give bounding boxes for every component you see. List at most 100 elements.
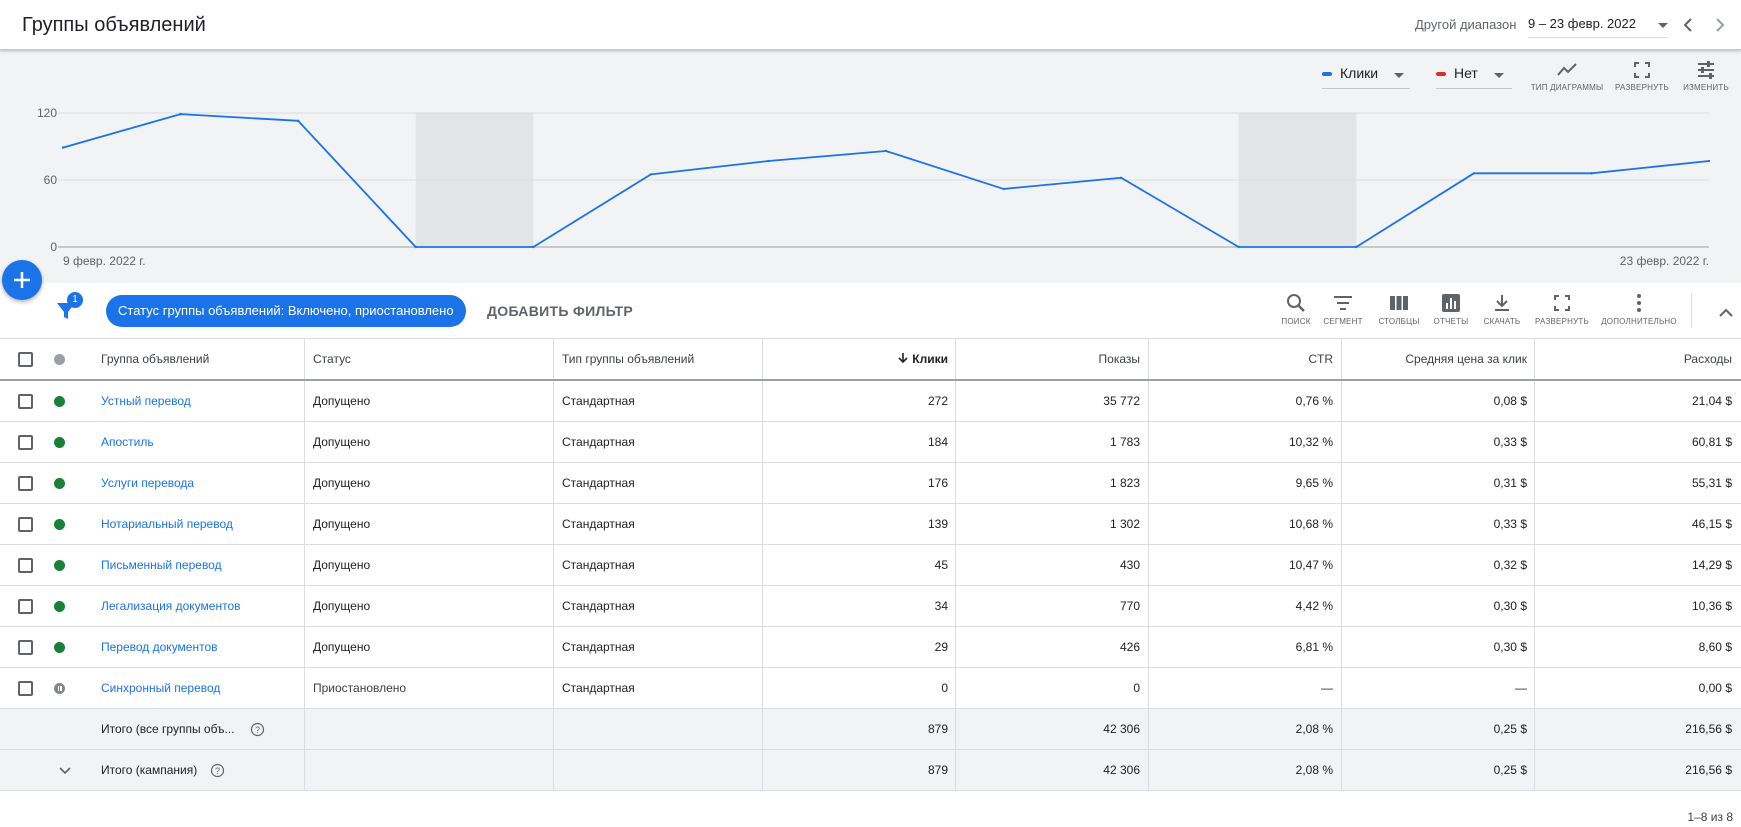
header-cost[interactable]: Расходы bbox=[1683, 352, 1732, 366]
row-checkbox[interactable] bbox=[18, 681, 33, 696]
row-checkbox[interactable] bbox=[18, 394, 33, 409]
clicks-point bbox=[1237, 245, 1240, 249]
ad-group-name-link[interactable]: Письменный перевод bbox=[101, 558, 222, 572]
enabled-status-icon[interactable] bbox=[54, 601, 65, 612]
date-range-selector[interactable]: 9 – 23 февр. 2022 bbox=[1528, 16, 1636, 31]
enabled-status-icon[interactable] bbox=[54, 478, 65, 489]
ad-group-name-link[interactable]: Апостиль bbox=[101, 435, 154, 449]
column-divider bbox=[553, 668, 554, 708]
paused-status-icon[interactable] bbox=[54, 683, 65, 694]
download-button[interactable]: СКАЧАТЬ bbox=[1478, 293, 1526, 326]
caret-down-icon[interactable] bbox=[1656, 15, 1670, 35]
add-ad-group-button[interactable] bbox=[2, 260, 42, 300]
totals-row: Итого (кампания)? 879 42 306 2,08 % 0,25 $ 21… bbox=[0, 750, 1741, 791]
row-cost: 10,36 $ bbox=[1691, 599, 1732, 613]
x-start-label: 9 февр. 2022 г. bbox=[63, 254, 146, 268]
column-divider bbox=[762, 381, 763, 421]
enabled-status-icon[interactable] bbox=[54, 396, 65, 407]
help-icon[interactable]: ? bbox=[210, 763, 225, 778]
metric-selector-secondary[interactable]: Нет bbox=[1436, 62, 1518, 92]
columns-button[interactable]: СТОЛБЦЫ bbox=[1374, 293, 1424, 326]
enabled-status-icon[interactable] bbox=[54, 437, 65, 448]
status-filter-chip[interactable]: Статус группы объявлений: Включено, прио… bbox=[106, 295, 466, 327]
chart-type-button[interactable]: ТИП ДИАГРАММЫ bbox=[1524, 60, 1610, 92]
column-divider bbox=[1534, 668, 1535, 708]
row-checkbox[interactable] bbox=[18, 435, 33, 450]
metric-selector-primary[interactable]: Клики bbox=[1322, 62, 1412, 92]
select-all-checkbox[interactable] bbox=[18, 352, 33, 367]
totals-ctr: 2,08 % bbox=[1295, 763, 1333, 777]
expand-table-button[interactable]: РАЗВЕРНУТЬ bbox=[1532, 293, 1592, 326]
ad-group-name-link[interactable]: Синхронный перевод bbox=[101, 681, 221, 695]
fullscreen-icon bbox=[1634, 62, 1650, 78]
row-checkbox[interactable] bbox=[18, 640, 33, 655]
row-checkbox[interactable] bbox=[18, 517, 33, 532]
chart-edit-button[interactable]: ИЗМЕНИТЬ bbox=[1678, 60, 1734, 92]
row-status: Приостановлено bbox=[313, 681, 407, 695]
chevron-up-icon[interactable] bbox=[1716, 303, 1736, 323]
clicks-point bbox=[649, 173, 653, 176]
help-icon[interactable]: ? bbox=[250, 722, 265, 737]
row-checkbox[interactable] bbox=[18, 476, 33, 491]
clicks-point bbox=[414, 245, 417, 249]
chevron-right-icon[interactable] bbox=[1710, 14, 1730, 36]
column-divider bbox=[304, 381, 305, 421]
ad-group-name-link[interactable]: Услуги перевода bbox=[101, 476, 195, 490]
ad-group-name-link[interactable]: Перевод документов bbox=[101, 640, 218, 654]
row-type: Стандартная bbox=[562, 599, 635, 613]
column-divider bbox=[553, 627, 554, 667]
header-name[interactable]: Группа объявлений bbox=[101, 352, 210, 366]
more-button[interactable]: ДОПОЛНИТЕЛЬНО bbox=[1600, 293, 1678, 326]
ad-group-name-link[interactable]: Устный перевод bbox=[101, 394, 191, 408]
reports-button[interactable]: ОТЧЕТЫ bbox=[1428, 293, 1474, 326]
column-divider bbox=[553, 709, 554, 749]
header-clicks[interactable]: Клики bbox=[765, 339, 948, 379]
column-divider bbox=[955, 750, 956, 790]
search-button[interactable]: ПОИСК bbox=[1276, 293, 1316, 326]
metric-primary-label: Клики bbox=[1340, 65, 1379, 81]
column-divider bbox=[553, 504, 554, 544]
chevron-down-icon[interactable] bbox=[58, 764, 72, 778]
add-filter-button[interactable]: ДОБАВИТЬ ФИЛЬТР bbox=[487, 303, 634, 319]
row-checkbox[interactable] bbox=[18, 558, 33, 573]
table-row: Нотариальный перевод Допущено Стандартная 1… bbox=[0, 504, 1741, 545]
metric-secondary-label: Нет bbox=[1454, 65, 1478, 81]
column-divider bbox=[762, 586, 763, 626]
chart-expand-label: РАЗВЕРНУТЬ bbox=[1615, 83, 1669, 92]
header-cpc[interactable]: Средняя цена за клик bbox=[1405, 352, 1527, 366]
column-divider bbox=[1148, 381, 1149, 421]
totals-clicks: 879 bbox=[927, 722, 948, 736]
enabled-status-icon[interactable] bbox=[54, 519, 65, 530]
column-divider bbox=[1341, 668, 1342, 708]
row-cpc: 0,30 $ bbox=[1493, 599, 1527, 613]
column-divider bbox=[762, 750, 763, 790]
column-divider bbox=[1341, 750, 1342, 790]
ad-group-name-link[interactable]: Нотариальный перевод bbox=[101, 517, 233, 531]
enabled-status-icon[interactable] bbox=[54, 642, 65, 653]
ad-group-name-link[interactable]: Легализация документов bbox=[101, 599, 241, 613]
row-type: Стандартная bbox=[562, 435, 635, 449]
column-divider bbox=[553, 381, 554, 421]
column-divider bbox=[1341, 339, 1342, 379]
row-checkbox[interactable] bbox=[18, 599, 33, 614]
row-clicks: 272 bbox=[927, 394, 948, 408]
clicks-point bbox=[1472, 172, 1476, 175]
row-clicks: 0 bbox=[941, 681, 948, 695]
more-vert-icon bbox=[1637, 294, 1641, 312]
header-status[interactable]: Статус bbox=[313, 352, 351, 366]
header-impressions[interactable]: Показы bbox=[1098, 352, 1140, 366]
chart-expand-button[interactable]: РАЗВЕРНУТЬ bbox=[1612, 60, 1672, 92]
column-divider bbox=[1341, 381, 1342, 421]
clicks-point bbox=[884, 149, 888, 153]
performance-chart: 0 60 120 9 февр. 2022 г. 23 февр. 2022 г. bbox=[37, 106, 1711, 268]
row-ctr: 6,81 % bbox=[1295, 640, 1333, 654]
y-tick-label: 120 bbox=[37, 106, 57, 120]
enabled-status-icon[interactable] bbox=[54, 560, 65, 571]
chevron-left-icon[interactable] bbox=[1678, 14, 1698, 36]
header-ctr[interactable]: CTR bbox=[1308, 352, 1333, 366]
segment-button[interactable]: СЕГМЕНТ bbox=[1318, 293, 1368, 326]
column-divider bbox=[304, 627, 305, 667]
table-row: Услуги перевода Допущено Стандартная 176 1 8… bbox=[0, 463, 1741, 504]
line-chart-icon bbox=[1557, 63, 1577, 76]
header-type[interactable]: Тип группы объявлений bbox=[562, 352, 695, 366]
